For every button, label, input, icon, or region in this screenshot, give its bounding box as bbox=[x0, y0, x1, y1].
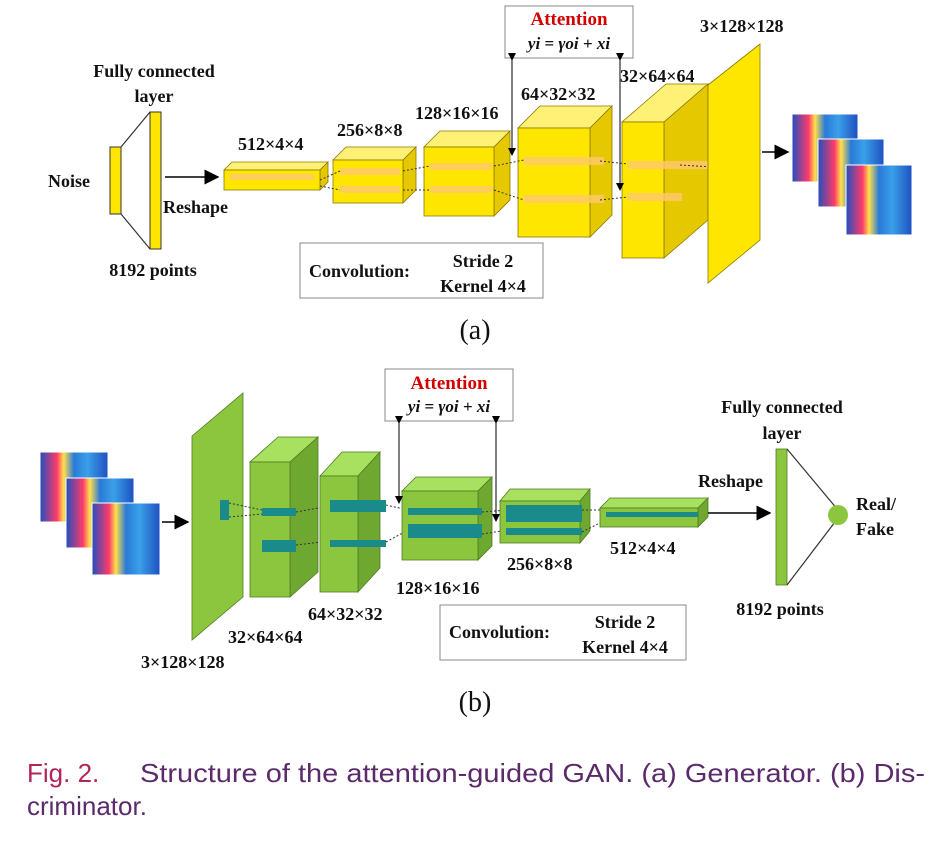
caption-fig-label: Fig. 2. bbox=[27, 758, 99, 788]
disc-label-0: 3×128×128 bbox=[141, 652, 225, 672]
disc-label-5: 512×4×4 bbox=[610, 538, 676, 558]
disc-fc-label-2: layer bbox=[763, 423, 802, 443]
disc-label-1: 32×64×64 bbox=[228, 627, 303, 647]
caption-line-2: criminator. bbox=[27, 791, 147, 821]
disc-block-128x16x16 bbox=[401, 476, 493, 561]
points-label: 8192 points bbox=[109, 260, 197, 280]
discriminator-panel: 3×128×128 32×64×64 64×32×32 bbox=[39, 368, 897, 718]
disc-label-4: 256×8×8 bbox=[507, 554, 573, 574]
fc-layer-bar bbox=[149, 111, 162, 250]
reshape-label: Reshape bbox=[163, 197, 228, 217]
output-node bbox=[828, 505, 848, 525]
gen-block-512x4x4 bbox=[223, 161, 329, 191]
disc-block-64x32x32 bbox=[319, 450, 386, 594]
gen-stride-label: Stride 2 bbox=[453, 251, 514, 271]
disc-attention-formula: yi = γoi + xi bbox=[406, 397, 490, 416]
gen-block-3x128x128 bbox=[707, 43, 761, 284]
input-images bbox=[39, 451, 161, 576]
gen-conv-label: Convolution: bbox=[309, 261, 410, 281]
output-label-2: Fake bbox=[856, 519, 894, 539]
subfigure-a-label: (a) bbox=[459, 315, 490, 346]
gen-label-0: 512×4×4 bbox=[238, 134, 304, 154]
disc-reshape-label: Reshape bbox=[698, 471, 763, 491]
gen-block-32x64x64 bbox=[620, 83, 728, 259]
figure-caption: Fig. 2. Structure of the attention-guide… bbox=[27, 758, 925, 821]
fc-label-1: Fully connected bbox=[93, 61, 215, 81]
disc-fc-layer-bar bbox=[775, 448, 788, 586]
disc-fc-label-1: Fully connected bbox=[721, 397, 843, 417]
caption-line-1: Structure of the attention-guided GAN. (… bbox=[140, 758, 925, 788]
disc-attention-box: Attention yi = γoi + xi bbox=[384, 368, 514, 522]
gen-convolution-box: Convolution: Stride 2 Kernel 4×4 bbox=[299, 242, 544, 299]
gen-block-128x16x16 bbox=[423, 130, 511, 217]
gen-attention-formula: yi = γoi + xi bbox=[526, 34, 610, 53]
generated-images bbox=[791, 113, 913, 236]
disc-points-label: 8192 points bbox=[736, 599, 824, 619]
fc-label-2: layer bbox=[135, 86, 174, 106]
disc-attention-title: Attention bbox=[410, 373, 487, 394]
disc-block-3x128x128 bbox=[191, 392, 244, 641]
gen-attention-title: Attention bbox=[530, 9, 607, 30]
gen-label-5: 3×128×128 bbox=[700, 16, 784, 36]
gen-label-1: 256×8×8 bbox=[337, 120, 403, 140]
disc-label-3: 128×16×16 bbox=[396, 578, 480, 598]
disc-stride-label: Stride 2 bbox=[595, 612, 656, 632]
output-label-1: Real/ bbox=[856, 494, 897, 514]
gen-label-4: 32×64×64 bbox=[620, 66, 695, 86]
gen-kernel-label: Kernel 4×4 bbox=[440, 276, 526, 296]
subfigure-b-label: (b) bbox=[459, 687, 492, 718]
generator-panel: Noise Fully connected layer Reshape 8192… bbox=[48, 5, 913, 346]
gen-attention-box: Attention yi = γoi + xi bbox=[504, 5, 634, 191]
disc-block-256x8x8 bbox=[499, 487, 591, 545]
disc-label-2: 64×32×32 bbox=[308, 604, 383, 624]
disc-conv-label: Convolution: bbox=[449, 622, 550, 642]
disc-block-32x64x64 bbox=[248, 436, 320, 598]
gen-block-64x32x32 bbox=[517, 105, 613, 238]
disc-block-512x4x4 bbox=[599, 497, 709, 528]
disc-kernel-label: Kernel 4×4 bbox=[582, 637, 668, 657]
noise-vector bbox=[109, 146, 122, 215]
gen-label-2: 128×16×16 bbox=[415, 103, 499, 123]
disc-convolution-box: Convolution: Stride 2 Kernel 4×4 bbox=[439, 604, 687, 661]
gen-block-256x8x8 bbox=[332, 146, 417, 204]
gen-label-3: 64×32×32 bbox=[521, 84, 596, 104]
noise-label: Noise bbox=[48, 171, 90, 191]
